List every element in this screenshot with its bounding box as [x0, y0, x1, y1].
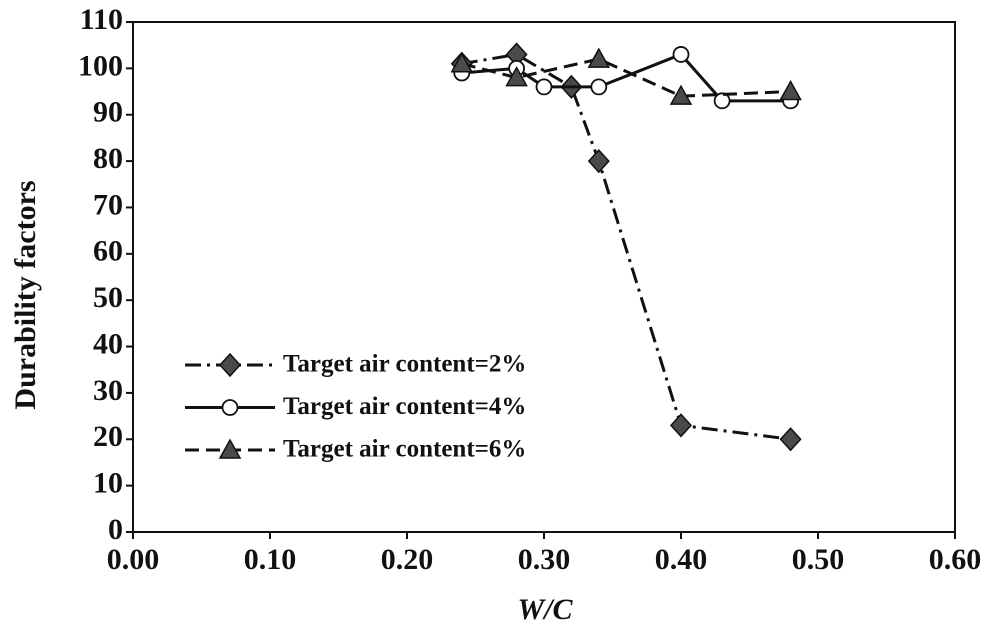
marker-triangle: [779, 80, 802, 101]
y-tick-label: 110: [80, 3, 123, 36]
legend-label: Target air content=2%: [283, 351, 526, 378]
x-tick-label: 0.60: [929, 543, 982, 576]
y-tick-label: 100: [78, 49, 123, 82]
y-tick-label: 80: [93, 142, 123, 175]
x-tick-label: 0.50: [792, 543, 845, 576]
x-tick-label: 0.30: [518, 543, 571, 576]
legend-marker: [218, 352, 242, 378]
y-tick-label: 90: [93, 96, 123, 129]
marker-circle: [535, 78, 553, 96]
marker-triangle: [505, 66, 528, 87]
y-tick-label: 10: [93, 467, 123, 500]
y-tick-label: 70: [93, 188, 123, 221]
x-tick-label: 0.10: [244, 543, 297, 576]
y-tick-label: 40: [93, 327, 123, 360]
y-axis-title: Durability factors: [9, 180, 42, 409]
marker-circle: [672, 46, 690, 63]
legend-label: Target air content=6%: [283, 436, 526, 463]
legend-marker: [221, 399, 239, 416]
x-tick-label: 0.20: [381, 543, 434, 576]
marker-circle: [713, 92, 731, 110]
series-line: [461, 52, 791, 441]
y-tick-label: 20: [93, 420, 123, 453]
y-tick-label: 50: [93, 281, 123, 314]
marker-triangle: [669, 84, 693, 105]
marker-circle: [590, 78, 608, 96]
y-tick-label: 30: [93, 374, 123, 407]
marker-diamond: [779, 427, 802, 452]
marker-triangle: [450, 52, 474, 73]
x-axis-title: W/C: [517, 593, 573, 626]
marker-diamond: [587, 148, 610, 174]
x-tick-label: 0.40: [655, 543, 708, 576]
marker-diamond: [669, 413, 693, 438]
x-tick-label: 0.00: [107, 543, 160, 576]
legend-marker: [218, 438, 242, 459]
y-tick-label: 0: [108, 513, 123, 546]
y-tick-label: 60: [93, 235, 123, 268]
plot-frame: [132, 21, 956, 533]
marker-triangle: [587, 47, 611, 68]
legend-label: Target air content=4%: [283, 393, 526, 420]
